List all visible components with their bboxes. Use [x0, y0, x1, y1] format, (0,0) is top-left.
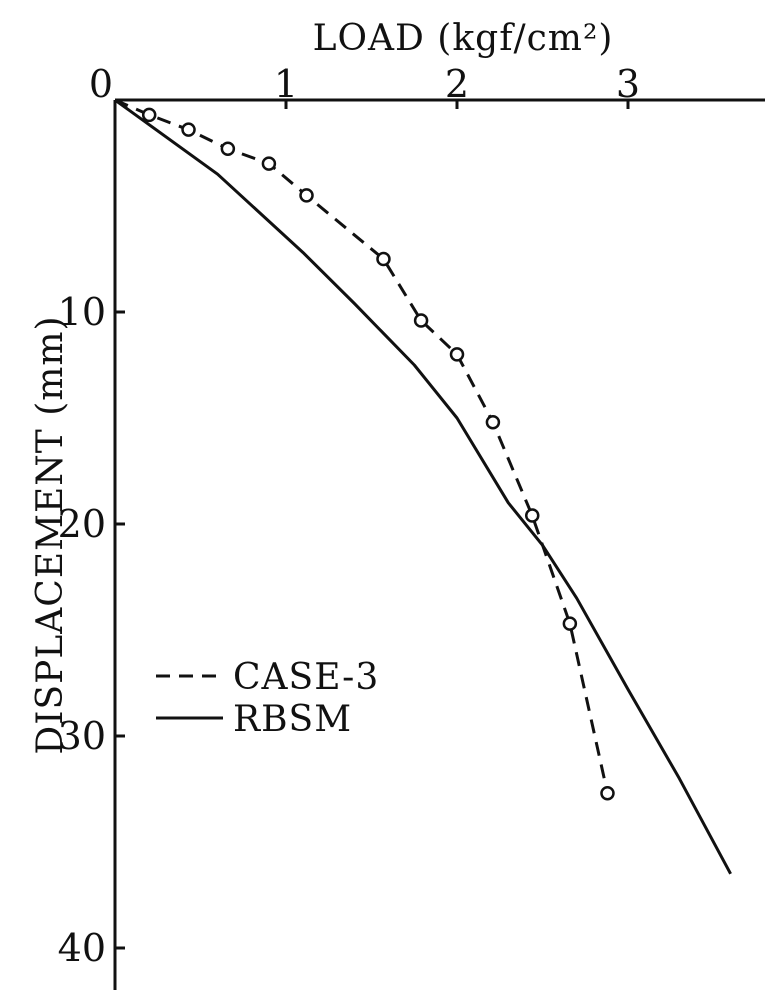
- data-point-case-3: [524, 508, 540, 523]
- y-tick-label: 40: [58, 926, 106, 970]
- data-point-case-3: [449, 347, 465, 362]
- data-point-case-3: [600, 785, 615, 801]
- data-point-case-3: [376, 251, 391, 267]
- data-point-case-3: [181, 122, 196, 137]
- y-tick-label: 10: [58, 290, 106, 334]
- legend-label-case-3: CASE-3: [233, 657, 379, 698]
- x-tick-label: 3: [616, 62, 640, 106]
- series-layer: [114, 98, 732, 875]
- data-point-case-3: [141, 107, 157, 123]
- axes: 0 1 2 3 10 20 30 40 LOAD (kgf/cm²) DISPLACEMENT (…: [30, 18, 765, 990]
- x-tick-label: 1: [274, 62, 298, 106]
- data-point-case-3: [220, 141, 236, 157]
- data-point-case-3: [413, 313, 429, 328]
- data-point-case-3: [485, 414, 501, 430]
- y-tick-label: 30: [58, 714, 106, 758]
- data-point-case-3: [562, 616, 578, 631]
- x-axis-title: LOAD (kgf/cm²): [313, 18, 614, 59]
- y-tick-label: 20: [58, 502, 106, 546]
- data-point-case-3: [261, 156, 277, 171]
- x-tick-label: 2: [445, 62, 469, 106]
- data-point-case-3: [299, 188, 314, 203]
- series-line-rbsm: [114, 98, 732, 875]
- legend-label-rbsm: RBSM: [233, 699, 352, 740]
- y-axis-title: DISPLACEMENT (mm): [30, 315, 71, 754]
- origin-label: 0: [89, 62, 113, 106]
